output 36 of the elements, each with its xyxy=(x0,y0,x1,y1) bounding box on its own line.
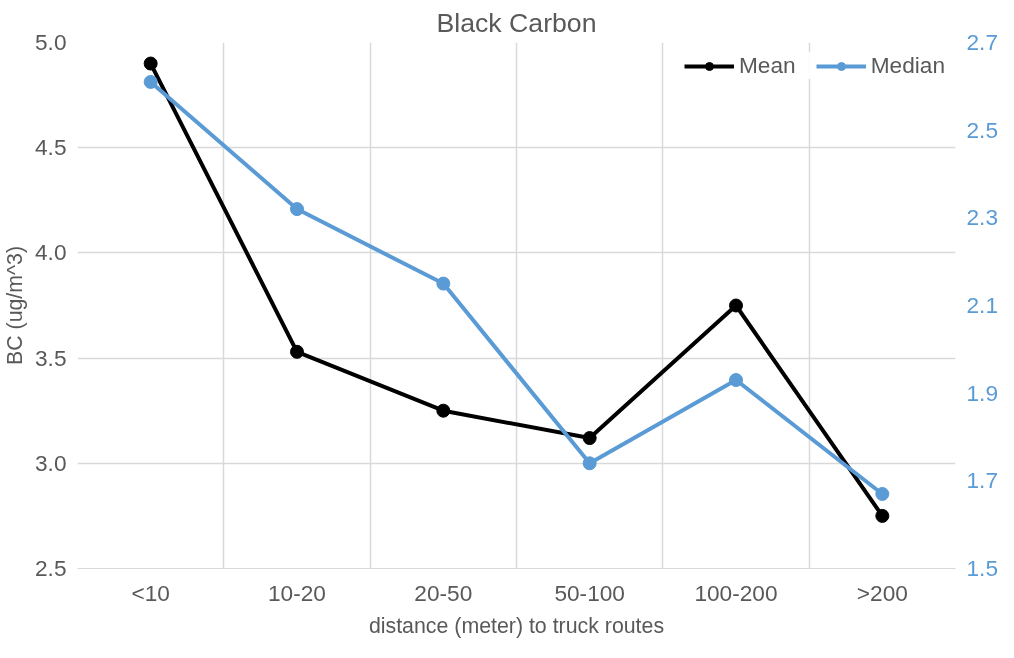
point xyxy=(143,56,158,71)
x-tick-label: 20-50 xyxy=(414,579,473,606)
y-axis-title: BC (ug/m^3) xyxy=(3,245,27,366)
y2-tick-label: 1.5 xyxy=(966,555,998,581)
x-tick-label: 100-200 xyxy=(694,579,778,606)
point xyxy=(143,74,158,89)
y-tick-label: 5.0 xyxy=(35,29,67,55)
point xyxy=(729,298,743,313)
chart-title: Black Carbon xyxy=(436,7,597,38)
point xyxy=(729,373,743,387)
legend-label: Median xyxy=(870,52,945,79)
x-tick-label: 50-100 xyxy=(554,579,625,606)
y2-tick-label: 2.5 xyxy=(966,116,998,143)
point xyxy=(875,487,890,501)
y-tick-label: 4.5 xyxy=(35,134,67,161)
x-axis-title: distance (meter) to truck routes xyxy=(368,613,665,638)
y-tick-label: 2.5 xyxy=(35,555,67,581)
y2-tick-label: 1.9 xyxy=(966,379,998,406)
point xyxy=(582,456,597,471)
point xyxy=(875,508,890,523)
x-tick-label: >200 xyxy=(856,579,908,606)
legend-label: Mean xyxy=(739,52,796,79)
point xyxy=(582,431,597,446)
y-tick-label: 3.5 xyxy=(35,344,67,371)
y2-tick-label: 1.7 xyxy=(966,467,998,494)
y2-tick-label: 2.7 xyxy=(966,29,998,55)
y-tick-label: 4.0 xyxy=(35,239,67,266)
x-tick-label: 10-20 xyxy=(268,579,326,606)
point xyxy=(290,344,304,359)
point xyxy=(436,403,451,418)
y2-tick-label: 2.3 xyxy=(966,204,998,231)
y2-tick-label: 2.1 xyxy=(966,292,998,318)
y-tick-label: 3.0 xyxy=(35,449,67,476)
point xyxy=(436,276,451,291)
x-tick-label: <10 xyxy=(131,579,170,606)
point xyxy=(290,202,304,217)
